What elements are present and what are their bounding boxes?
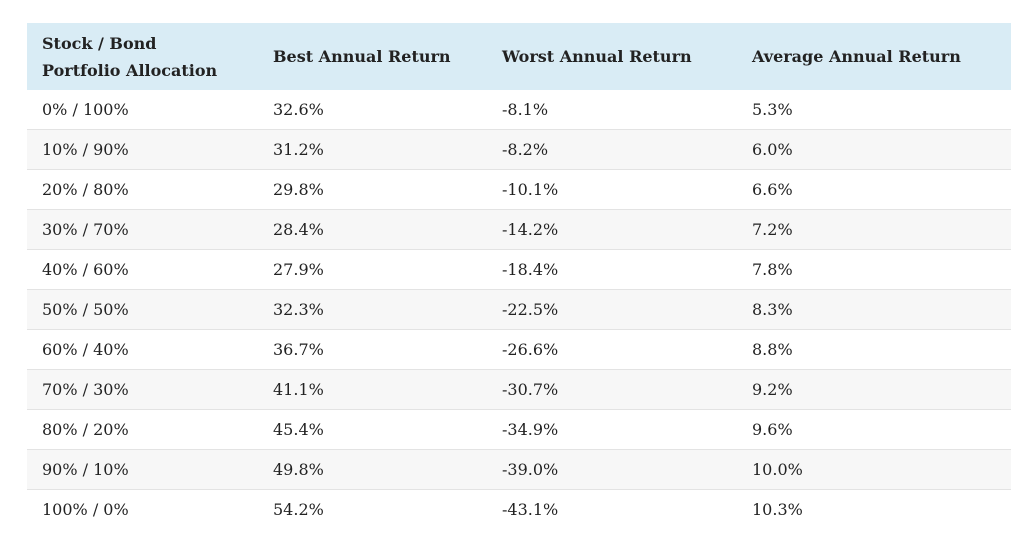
average-return-cell: 10.3% xyxy=(737,489,1011,529)
table-row: 90% / 10% 49.8% -39.0% 10.0% xyxy=(27,449,1011,490)
table-row: 80% / 20% 45.4% -34.9% 9.6% xyxy=(27,409,1011,450)
average-return-cell: 5.3% xyxy=(752,100,793,119)
average-return-cell: 6.0% xyxy=(737,129,1011,170)
worst-return-cell: -10.1% xyxy=(487,169,737,210)
average-return-cell: 8.8% xyxy=(737,329,1011,370)
average-return-cell: 9.6% xyxy=(737,409,1011,450)
table-row: 50% / 50% 32.3% -22.5% 8.3% xyxy=(27,289,1011,330)
header-worst-return: Worst Annual Return xyxy=(502,47,692,66)
best-return-cell: 31.2% xyxy=(258,129,487,170)
worst-return-cell: -30.7% xyxy=(487,369,737,410)
table-row: 20% / 80% 29.8% -10.1% 6.6% xyxy=(27,169,1011,210)
best-return-cell: 29.8% xyxy=(258,169,487,210)
allocation-cell: 80% / 20% xyxy=(27,409,258,450)
allocation-cell: 0% / 100% xyxy=(42,100,129,119)
table-row: 0% / 100% 32.6% -8.1% 5.3% xyxy=(27,90,1011,130)
worst-return-cell: -39.0% xyxy=(487,449,737,490)
table-body: 0% / 100% 32.6% -8.1% 5.3% 10% / 90% 31.… xyxy=(27,90,1011,529)
allocation-cell: 100% / 0% xyxy=(27,489,258,529)
worst-return-cell: -26.6% xyxy=(487,329,737,370)
table-row: 30% / 70% 28.4% -14.2% 7.2% xyxy=(27,209,1011,250)
allocation-cell: 10% / 90% xyxy=(27,129,258,170)
best-return-cell: 32.3% xyxy=(258,289,487,330)
table-row: 70% / 30% 41.1% -30.7% 9.2% xyxy=(27,369,1011,410)
worst-return-cell: -8.2% xyxy=(487,129,737,170)
allocation-returns-table: Stock / Bond Portfolio Allocation Best A… xyxy=(27,23,1011,529)
worst-return-cell: -34.9% xyxy=(487,409,737,450)
allocation-cell: 70% / 30% xyxy=(27,369,258,410)
allocation-cell: 50% / 50% xyxy=(27,289,258,330)
allocation-cell: 60% / 40% xyxy=(27,329,258,370)
best-return-cell: 28.4% xyxy=(258,209,487,250)
allocation-cell: 40% / 60% xyxy=(27,249,258,290)
header-best-return: Best Annual Return xyxy=(273,47,451,66)
best-return-cell: 32.6% xyxy=(273,100,324,119)
header-row: Stock / Bond Portfolio Allocation Best A… xyxy=(27,23,1011,90)
best-return-cell: 49.8% xyxy=(258,449,487,490)
worst-return-cell: -14.2% xyxy=(487,209,737,250)
table-row: 40% / 60% 27.9% -18.4% 7.8% xyxy=(27,249,1011,290)
allocation-cell: 20% / 80% xyxy=(27,169,258,210)
worst-return-cell: -43.1% xyxy=(487,489,737,529)
average-return-cell: 9.2% xyxy=(737,369,1011,410)
best-return-cell: 45.4% xyxy=(258,409,487,450)
average-return-cell: 10.0% xyxy=(737,449,1011,490)
header-allocation: Stock / Bond Portfolio Allocation xyxy=(42,33,218,80)
table-header: Stock / Bond Portfolio Allocation Best A… xyxy=(27,23,1011,90)
allocation-cell: 90% / 10% xyxy=(27,449,258,490)
table-row: 10% / 90% 31.2% -8.2% 6.0% xyxy=(27,129,1011,170)
average-return-cell: 8.3% xyxy=(737,289,1011,330)
best-return-cell: 36.7% xyxy=(258,329,487,370)
average-return-cell: 6.6% xyxy=(737,169,1011,210)
average-return-cell: 7.8% xyxy=(737,249,1011,290)
worst-return-cell: -18.4% xyxy=(487,249,737,290)
best-return-cell: 27.9% xyxy=(258,249,487,290)
worst-return-cell: -8.1% xyxy=(502,100,549,119)
table-row: 100% / 0% 54.2% -43.1% 10.3% xyxy=(27,489,1011,529)
allocation-cell: 30% / 70% xyxy=(27,209,258,250)
average-return-cell: 7.2% xyxy=(737,209,1011,250)
header-average-return: Average Annual Return xyxy=(752,47,961,66)
best-return-cell: 41.1% xyxy=(258,369,487,410)
best-return-cell: 54.2% xyxy=(258,489,487,529)
table-row: 60% / 40% 36.7% -26.6% 8.8% xyxy=(27,329,1011,370)
worst-return-cell: -22.5% xyxy=(487,289,737,330)
allocation-returns-table-container: Stock / Bond Portfolio Allocation Best A… xyxy=(27,23,1011,529)
